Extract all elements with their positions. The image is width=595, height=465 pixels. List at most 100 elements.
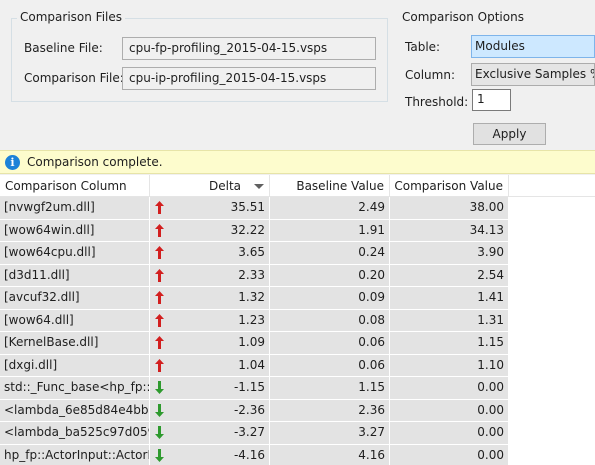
cell-comparison-column: [KernelBase.dll] xyxy=(0,332,150,355)
threshold-label: Threshold: xyxy=(405,95,469,109)
column-header-name[interactable]: Comparison Column xyxy=(0,175,150,197)
info-icon: i xyxy=(5,155,20,170)
apply-button[interactable]: Apply xyxy=(473,123,546,145)
comparison-table: Comparison Column Delta Baseline Value C… xyxy=(0,175,595,465)
column-header-name-label: Comparison Column xyxy=(5,179,127,193)
table-row[interactable]: hp_fp::ActorInput::ActorInpu -4.16 4.160.0… xyxy=(0,444,509,465)
cell-comparison-value: 1.31 xyxy=(390,309,509,332)
cell-baseline-value: 0.08 xyxy=(270,309,390,332)
arrow-down-icon xyxy=(155,448,164,462)
column-header-comparison-label: Comparison Value xyxy=(394,179,503,193)
cell-comparison-value: 2.54 xyxy=(390,264,509,287)
column-header-baseline[interactable]: Baseline Value xyxy=(270,175,390,197)
table-row[interactable]: <lambda_6e85d84e4bb9219 -2.36 2.360.00 xyxy=(0,399,509,422)
column-header-delta[interactable]: Delta xyxy=(150,175,270,197)
table-row[interactable]: [nvwgf2um.dll] 35.51 2.49 38.00 xyxy=(0,197,509,220)
table-row[interactable]: [wow64.dll] 1.23 0.08 1.31 xyxy=(0,309,509,332)
cell-comparison-column: <lambda_6e85d84e4bb9219 xyxy=(0,399,150,422)
cell-delta-value: 1.04 xyxy=(238,357,265,372)
table-combobox[interactable]: Modules xyxy=(471,35,595,58)
table-row[interactable]: <lambda_ba525c97d0597fac -3.27 3.270.00 xyxy=(0,422,509,445)
table-row[interactable]: [dxgi.dll] 1.04 0.06 1.10 xyxy=(0,354,509,377)
comparison-options-title: Comparison Options xyxy=(399,10,527,24)
cell-baseline-value: 1.15 xyxy=(270,377,390,400)
cell-delta-value: 2.33 xyxy=(238,267,265,282)
info-message: Comparison complete. xyxy=(27,155,163,169)
cell-comparison-value: 0.00 xyxy=(390,444,509,465)
cell-delta-value: 3.65 xyxy=(238,245,265,259)
cell-delta: 32.22 xyxy=(150,219,270,242)
cell-comparison-value: 3.90 xyxy=(390,242,509,265)
arrow-up-icon xyxy=(155,201,164,214)
cell-delta: 1.04 xyxy=(150,354,270,377)
cell-delta-value: 1.23 xyxy=(238,312,265,327)
table-label: Table: xyxy=(405,40,441,54)
arrow-up-icon xyxy=(155,336,164,349)
cell-delta-value: 1.32 xyxy=(238,290,265,304)
arrow-up-icon xyxy=(155,313,164,327)
cell-comparison-column: [dxgi.dll] xyxy=(0,354,150,377)
cell-delta-value: 35.51 xyxy=(230,200,265,214)
cell-comparison-column: [d3d11.dll] xyxy=(0,264,150,287)
info-bar: i Comparison complete. xyxy=(0,150,595,174)
cell-baseline-value: 4.16 xyxy=(270,444,390,465)
column-header-delta-label: Delta xyxy=(208,179,241,193)
column-header-comparison[interactable]: Comparison Value xyxy=(390,175,509,197)
cell-delta-value: 1.09 xyxy=(238,335,265,349)
cell-delta-value: -2.36 xyxy=(233,402,265,417)
baseline-file-field[interactable]: cpu-fp-profiling_2015-04-15.vsps xyxy=(122,37,376,60)
comparison-file-field[interactable]: cpu-ip-profiling_2015-04-15.vsps xyxy=(122,67,376,90)
arrow-up-icon xyxy=(155,246,164,259)
column-header-filler xyxy=(509,175,595,197)
cell-comparison-value: 0.00 xyxy=(390,422,509,445)
cell-comparison-value: 1.15 xyxy=(390,332,509,355)
cell-delta: 1.23 xyxy=(150,309,270,332)
column-combobox[interactable]: Exclusive Samples % xyxy=(471,63,595,86)
cell-delta: -3.27 xyxy=(150,422,270,445)
baseline-file-label: Baseline File: xyxy=(24,41,103,55)
cell-delta-value: 32.22 xyxy=(230,222,265,237)
cell-baseline-value: 3.27 xyxy=(270,422,390,445)
cell-comparison-column: hp_fp::ActorInput::ActorInpu xyxy=(0,444,150,465)
table-row[interactable]: std::_Func_base<hp_fp::S<h -1.15 1.150.00 xyxy=(0,377,509,400)
cell-delta: 1.09 xyxy=(150,332,270,355)
comparison-file-label: Comparison File: xyxy=(24,71,124,85)
cell-comparison-value: 1.41 xyxy=(390,287,509,310)
cell-comparison-value: 0.00 xyxy=(390,377,509,400)
table-row[interactable]: [avcuf32.dll] 1.32 0.09 1.41 xyxy=(0,287,509,310)
cell-baseline-value: 2.49 xyxy=(270,197,390,220)
comparison-files-group xyxy=(11,18,388,102)
cell-baseline-value: 0.20 xyxy=(270,264,390,287)
cell-comparison-column: std::_Func_base<hp_fp::S<h xyxy=(0,377,150,400)
arrow-down-icon xyxy=(155,381,164,394)
arrow-up-icon xyxy=(155,291,164,304)
arrow-up-icon xyxy=(155,358,164,372)
cell-delta: 3.65 xyxy=(150,242,270,265)
cell-baseline-value: 0.06 xyxy=(270,332,390,355)
cell-baseline-value: 0.06 xyxy=(270,354,390,377)
cell-delta-value: -1.15 xyxy=(233,380,265,394)
cell-comparison-column: [nvwgf2um.dll] xyxy=(0,197,150,220)
arrow-down-icon xyxy=(155,403,164,417)
cell-comparison-column: [wow64win.dll] xyxy=(0,219,150,242)
sort-descending-icon xyxy=(254,184,264,189)
cell-comparison-value: 0.00 xyxy=(390,399,509,422)
table-row[interactable]: [KernelBase.dll] 1.09 0.06 1.15 xyxy=(0,332,509,355)
cell-comparison-value: 1.10 xyxy=(390,354,509,377)
table-row[interactable]: [wow64win.dll] 32.22 1.91 34.13 xyxy=(0,219,509,242)
cell-baseline-value: 0.24 xyxy=(270,242,390,265)
cell-comparison-column: [wow64cpu.dll] xyxy=(0,242,150,265)
table-row[interactable]: [wow64cpu.dll] 3.65 0.24 3.90 xyxy=(0,242,509,265)
cell-delta: 35.51 xyxy=(150,197,270,220)
arrow-up-icon xyxy=(155,223,164,237)
column-header-baseline-label: Baseline Value xyxy=(296,179,384,193)
cell-delta: -2.36 xyxy=(150,399,270,422)
cell-baseline-value: 1.91 xyxy=(270,219,390,242)
cell-delta: 1.32 xyxy=(150,287,270,310)
table-row[interactable]: [d3d11.dll] 2.33 0.20 2.54 xyxy=(0,264,509,287)
cell-comparison-column: <lambda_ba525c97d0597fac xyxy=(0,422,150,445)
cell-delta: -4.16 xyxy=(150,444,270,465)
threshold-input[interactable]: 1 xyxy=(472,89,511,111)
cell-delta: 2.33 xyxy=(150,264,270,287)
cell-comparison-column: [wow64.dll] xyxy=(0,309,150,332)
